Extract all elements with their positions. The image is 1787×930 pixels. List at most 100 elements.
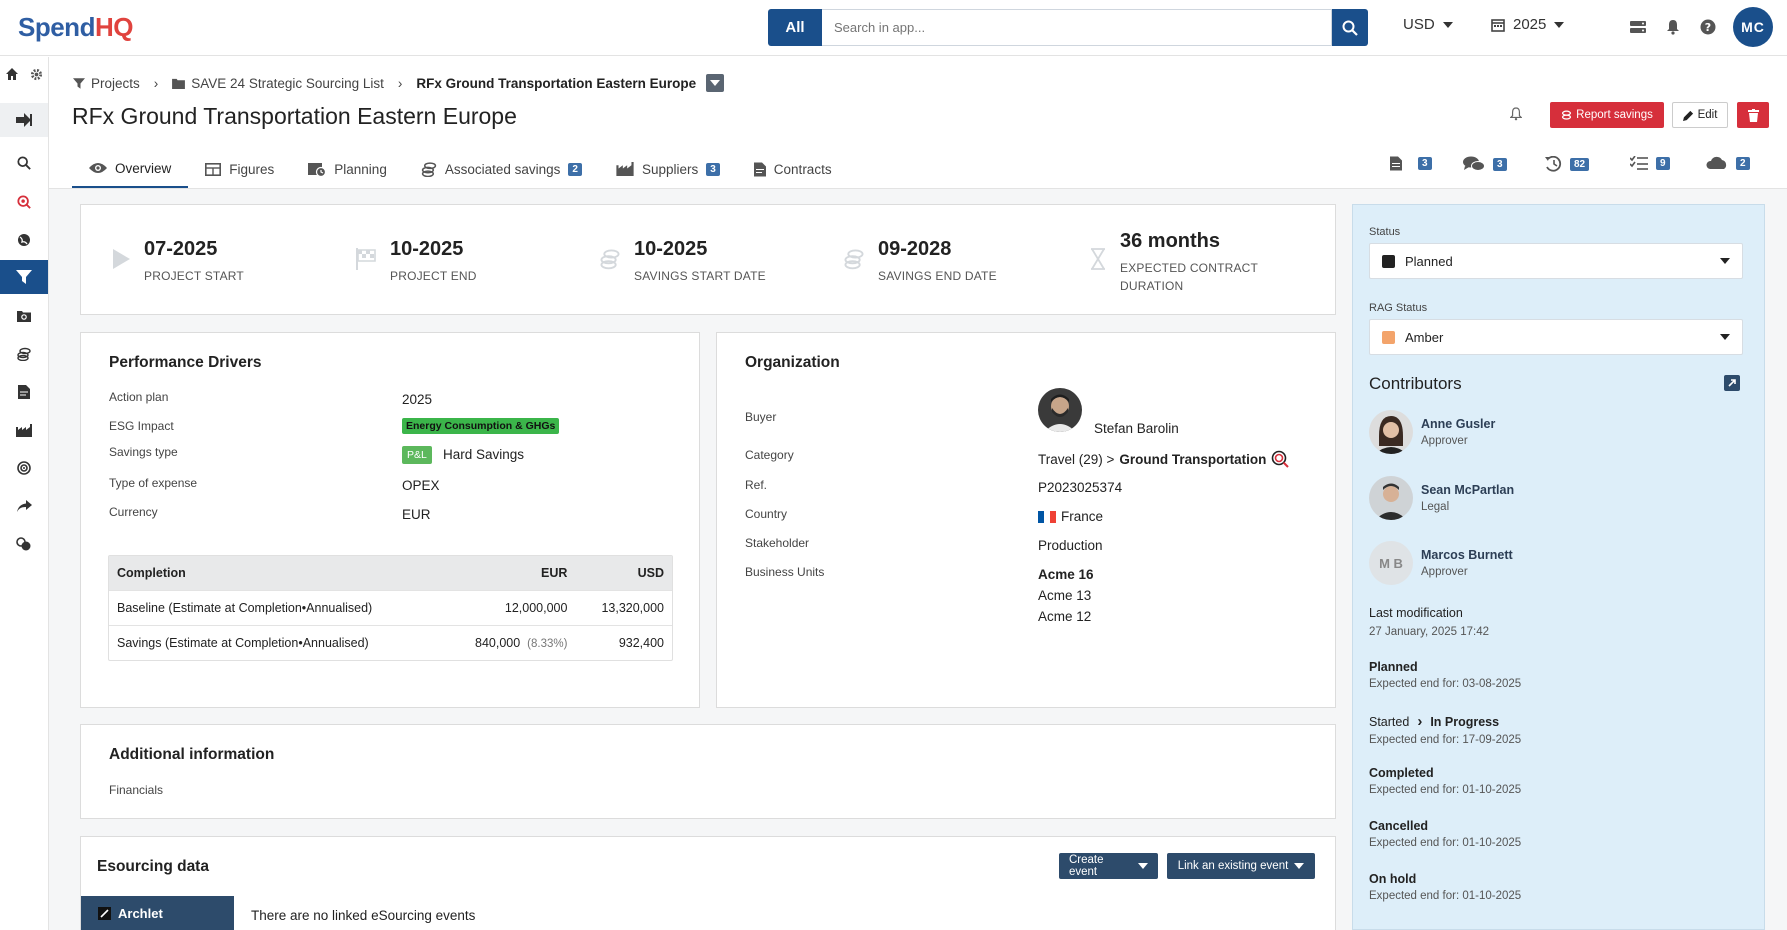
action-plan-value: 2025 [402, 392, 433, 407]
savings-start: 10-2025 SAVINGS START DATE [600, 204, 766, 283]
status-select[interactable]: Planned [1369, 243, 1743, 279]
help-icon[interactable]: ? [1698, 17, 1718, 37]
avatar: M B [1369, 541, 1413, 585]
bell-outline-icon[interactable] [1509, 107, 1523, 124]
currency-select[interactable]: USD [1403, 16, 1453, 33]
usd-cell: 13,320,000 [575, 590, 672, 626]
buyer-label: Buyer [745, 410, 777, 424]
cloud-tab[interactable]: 2 [1706, 156, 1750, 170]
rag-value: Amber [1405, 329, 1444, 345]
column-header: Completion [109, 556, 443, 591]
contributor-role: Approver [1421, 435, 1468, 447]
target-icon[interactable] [0, 451, 48, 485]
documents-tab[interactable]: 3 [1390, 156, 1432, 171]
coins-icon [600, 249, 620, 270]
history-title: Cancelled [1369, 819, 1429, 833]
link-event-button[interactable]: Link an existing event [1167, 853, 1315, 879]
count-badge: 3 [1493, 157, 1507, 171]
chevron-down-icon [1138, 863, 1148, 869]
additional-info-card [80, 724, 1336, 819]
count-badge: 2 [568, 162, 582, 176]
coins-icon[interactable] [0, 337, 48, 371]
tab-associated-savings[interactable]: Associated savings 2 [404, 150, 599, 188]
globe-icon[interactable] [0, 223, 48, 257]
chevron-down-icon [1720, 334, 1730, 340]
buyer-name: Stefan Barolin [1094, 421, 1179, 436]
history-prefix: Started [1369, 714, 1410, 729]
settings-icon[interactable] [24, 57, 48, 91]
usd-cell: 932,400 [575, 625, 672, 660]
pencil-icon [1682, 110, 1693, 121]
collapse-sidebar-button[interactable] [0, 103, 48, 137]
history-subtitle: Expected end for: 01-10-2025 [1369, 784, 1522, 796]
report-savings-button[interactable]: Report savings [1550, 102, 1664, 128]
comments-tab[interactable]: 3 [1463, 156, 1507, 172]
coins-icon [421, 161, 437, 177]
checklist-icon [1630, 156, 1648, 170]
project-start: 07-2025 PROJECT START [112, 204, 244, 283]
contributor[interactable]: M B Marcos Burnett Approver [1369, 541, 1513, 585]
sidebar-search-icon[interactable] [0, 146, 48, 180]
spendhq-search-icon[interactable] [1271, 450, 1290, 468]
search-input[interactable] [822, 9, 1332, 46]
contributor-name: Anne Gusler [1421, 417, 1496, 431]
business-unit: Acme 16 [1038, 567, 1094, 582]
search-scope-button[interactable]: All [768, 9, 822, 46]
history-tab[interactable]: 82 [1544, 156, 1590, 172]
breadcrumb-item-projects[interactable]: Projects [91, 75, 140, 91]
home-icon[interactable] [0, 57, 24, 91]
money-icon[interactable] [0, 527, 48, 561]
search-button[interactable] [1332, 9, 1368, 46]
cloud-icon [1706, 156, 1727, 169]
folder-search-icon[interactable] [0, 299, 48, 333]
contract-icon[interactable] [0, 375, 48, 409]
tab-contracts[interactable]: Contracts [737, 150, 849, 188]
avatar [1369, 476, 1413, 520]
currency-value: USD [1403, 16, 1435, 33]
funnel-icon [73, 77, 85, 89]
edit-button[interactable]: Edit [1672, 102, 1728, 128]
arrow-right-icon [16, 113, 32, 127]
factory-icon[interactable] [0, 413, 48, 447]
trash-icon [1747, 108, 1759, 122]
category-prefix: Travel (29) > [1038, 451, 1115, 467]
row-label: Savings (Estimate at Completion•Annualis… [109, 625, 443, 660]
count-badge: 3 [1418, 157, 1432, 170]
bell-icon[interactable] [1663, 17, 1683, 37]
contributor[interactable]: Sean McPartlan Legal [1369, 476, 1514, 520]
spendhq-search-icon[interactable] [0, 185, 48, 219]
business-unit: Acme 12 [1038, 609, 1092, 624]
esourcing-title: Esourcing data [97, 858, 209, 875]
contributor[interactable]: Anne Gusler Approver [1369, 410, 1495, 454]
date-value: 09-2028 [878, 238, 952, 260]
tab-figures[interactable]: Figures [188, 150, 291, 188]
table-row: Savings (Estimate at Completion•Annualis… [109, 625, 672, 660]
tab-planning[interactable]: Planning [291, 150, 404, 188]
history-subtitle: Expected end for: 01-10-2025 [1369, 890, 1522, 902]
coins-icon [844, 249, 864, 270]
category-label: Category [745, 448, 794, 462]
hourglass-icon [1091, 248, 1105, 270]
folder-search-icon [172, 78, 186, 89]
create-event-button[interactable]: Create event [1059, 853, 1158, 879]
server-icon[interactable] [1628, 17, 1648, 37]
breadcrumb-dropdown-button[interactable] [706, 74, 725, 92]
user-avatar[interactable]: MC [1733, 7, 1773, 47]
date-label: SAVINGS START DATE [634, 269, 766, 283]
tab-suppliers[interactable]: Suppliers 3 [599, 150, 737, 188]
tab-overview[interactable]: Overview [72, 150, 189, 188]
tasks-tab[interactable]: 9 [1630, 156, 1670, 170]
breadcrumb-item-list[interactable]: SAVE 24 Strategic Sourcing List [191, 75, 384, 91]
history-item: Planned Expected end for: 03-08-2025 [1369, 660, 1521, 690]
sidebar-item-projects[interactable] [0, 260, 48, 294]
app-logo[interactable]: SpendHQ [18, 12, 133, 43]
year-select[interactable]: 2025 [1491, 16, 1565, 33]
rag-select[interactable]: Amber [1369, 319, 1743, 355]
delete-button[interactable] [1737, 102, 1769, 128]
provider-tab-archlet[interactable]: Archlet [81, 896, 234, 930]
tab-divider [49, 188, 1787, 189]
share-icon[interactable] [0, 489, 48, 523]
open-external-icon[interactable] [1724, 375, 1740, 391]
status-color-swatch [1382, 254, 1395, 268]
tab-label: Contracts [773, 161, 832, 177]
